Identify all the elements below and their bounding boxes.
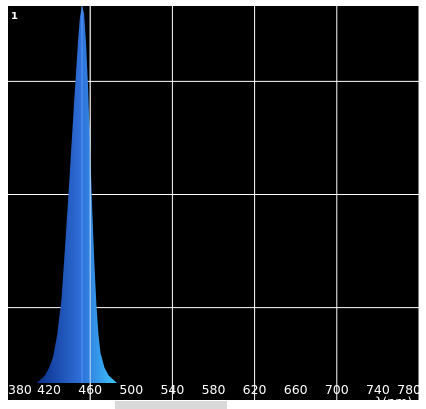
x-axis-label: λ(nm) (375, 394, 412, 409)
x-tick-label: 580 (202, 382, 226, 397)
x-tick-labels: 380 420 460 500 540 580 620 660 700 740 780 (8, 382, 421, 397)
scrollbar-hint[interactable] (115, 401, 227, 409)
x-tick-label: 780 (397, 382, 421, 397)
x-tick-label: 540 (160, 382, 184, 397)
x-tick-label: 660 (284, 382, 308, 397)
x-tick-label: 380 (8, 382, 32, 397)
spectrum-area (36, 6, 117, 383)
x-tick-label: 460 (78, 382, 102, 397)
x-tick-label: 500 (119, 382, 143, 397)
x-tick-label: 420 (37, 382, 61, 397)
x-tick-label: 740 (366, 382, 390, 397)
x-tick-label: 620 (243, 382, 267, 397)
series-layer (36, 6, 117, 400)
y-tick-label-top: 1 (11, 11, 18, 22)
x-tick-label: 700 (325, 382, 349, 397)
